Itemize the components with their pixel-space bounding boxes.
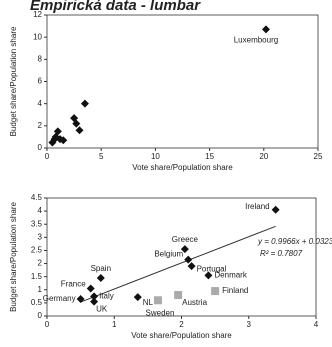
point-label: France <box>61 280 86 289</box>
point <box>90 292 99 301</box>
point-label: Germany <box>43 294 76 303</box>
page-title: Empirická data - lumbar <box>30 0 201 14</box>
x-tick-label: 2 <box>179 320 184 329</box>
y-tick-label: 0 <box>38 311 43 320</box>
point-label: Belgium <box>154 250 183 259</box>
point <box>75 126 84 135</box>
point <box>184 255 193 264</box>
point <box>174 291 183 300</box>
point-label: Greece <box>172 235 199 244</box>
x-tick-label: 0 <box>45 320 50 329</box>
point <box>50 135 59 144</box>
point <box>86 284 95 293</box>
annotation: y = 0.9966x + 0.0323 <box>257 237 332 246</box>
point <box>204 271 213 280</box>
x-tick-label: 3 <box>247 320 252 329</box>
x-tick-label: 15 <box>205 152 214 161</box>
y-tick-label: 2.5 <box>31 246 43 255</box>
point <box>211 287 220 296</box>
point <box>90 297 99 306</box>
point <box>96 273 105 282</box>
point-label: Luxembourg <box>234 36 278 45</box>
y-tick-label: 10 <box>33 32 42 41</box>
x-axis-label: Vote share/Population share <box>131 331 232 340</box>
point <box>153 296 162 305</box>
y-tick-label: 4 <box>38 99 43 108</box>
x-tick-label: 5 <box>99 152 104 161</box>
annotation: R² = 0.7807 <box>260 249 303 258</box>
y-tick-label: 0 <box>38 143 43 152</box>
y-tick-label: 2 <box>38 259 43 268</box>
y-tick-label: 6 <box>38 77 43 86</box>
x-tick-label: 25 <box>314 152 323 161</box>
point-label: Spain <box>91 264 111 273</box>
point <box>187 262 196 271</box>
y-tick-label: 3 <box>38 232 43 241</box>
point <box>261 25 270 34</box>
x-tick-label: 1 <box>112 320 117 329</box>
point <box>56 135 65 144</box>
point-label: Finland <box>222 286 248 295</box>
point <box>53 127 62 136</box>
x-axis-label: Vote share/Population share <box>132 163 233 172</box>
point-label: NL <box>143 298 154 307</box>
y-tick-label: 0.5 <box>31 298 43 307</box>
point-label: Portugal <box>197 264 227 273</box>
point <box>72 119 81 128</box>
y-tick-label: 1.5 <box>31 272 43 281</box>
point <box>76 294 85 303</box>
y-tick-label: 1 <box>38 285 43 294</box>
point <box>80 99 89 108</box>
point <box>271 205 280 214</box>
point <box>180 245 189 254</box>
trend-line <box>80 225 276 303</box>
y-tick-label: 3.5 <box>31 219 43 228</box>
point-label: Ireland <box>245 202 269 211</box>
x-tick-label: 10 <box>151 152 160 161</box>
point <box>133 293 142 302</box>
y-axis-label: Budget share/Population share <box>9 26 18 136</box>
point-label: Denmark <box>214 270 247 279</box>
point-label: UK <box>96 305 108 314</box>
x-tick-label: 0 <box>45 152 50 161</box>
x-tick-label: 4 <box>314 320 319 329</box>
y-tick-label: 4.5 <box>31 193 43 202</box>
y-axis-label: Budget share/Population share <box>9 202 18 312</box>
x-tick-label: 20 <box>259 152 268 161</box>
y-tick-label: 2 <box>38 121 43 130</box>
point-label: Italy <box>99 291 114 300</box>
y-tick-label: 4 <box>38 206 43 215</box>
point-label: Sweden <box>146 308 175 317</box>
y-tick-label: 8 <box>38 54 43 63</box>
y-tick-label: 12 <box>33 10 42 19</box>
point-label: Austria <box>182 298 207 307</box>
